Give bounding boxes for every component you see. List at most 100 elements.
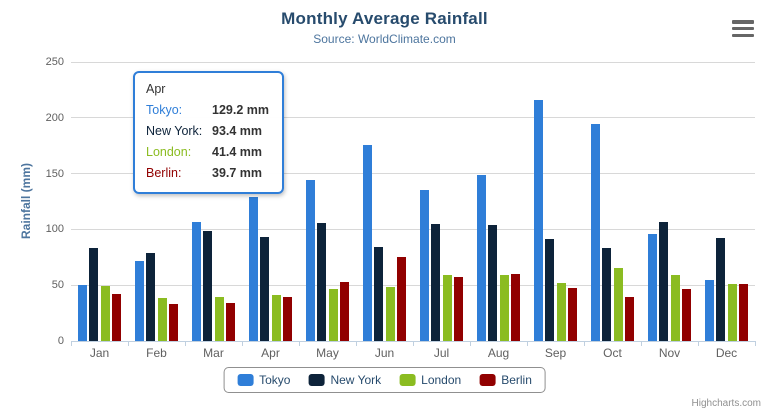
bar-london-mar[interactable] [214,297,224,341]
bar-london-may[interactable] [328,288,338,341]
bar-london-dec[interactable] [727,283,737,341]
tooltip-series-label: London: [146,145,192,159]
tooltip: Apr Tokyo: 129.2 mm New York: 93.4 mm London… [133,71,284,194]
bar-berlin-jul[interactable] [454,276,464,341]
menu-bar [732,26,754,31]
y-tick-label-250: 250 [45,56,64,68]
x-axis-tick [527,341,528,346]
x-tick-label-feb: Feb [146,346,167,360]
tooltip-series-value: 93.4 mm [212,124,263,138]
y-tick-label-200: 200 [45,111,64,124]
bar-tokyo-may[interactable] [305,180,315,341]
bar-new-york-sep[interactable] [545,239,555,341]
bar-new-york-apr[interactable] [260,236,270,341]
bar-london-oct[interactable] [613,268,623,341]
legend-label: Tokyo [259,373,291,387]
x-tick-label-sep: Sep [544,346,567,360]
bar-berlin-mar[interactable] [226,302,236,341]
legend-item-tokyo[interactable]: Tokyo [237,373,290,387]
legend: Tokyo New York London Berlin [223,367,546,393]
tooltip-series-label: Tokyo: [146,103,183,117]
bar-new-york-oct[interactable] [602,247,612,341]
grid-line-100 [71,228,755,230]
bar-berlin-oct[interactable] [625,297,635,341]
bar-london-nov[interactable] [670,274,680,341]
bar-london-sep[interactable] [556,282,566,341]
bar-berlin-feb[interactable] [169,303,179,341]
hamburger-menu-icon[interactable] [732,20,754,37]
bar-berlin-nov[interactable] [682,288,692,341]
bar-tokyo-oct[interactable] [590,124,600,341]
bar-tokyo-nov[interactable] [647,234,657,341]
legend-swatch-icon [237,374,254,386]
x-axis-tick [185,341,186,346]
x-tick-label-dec: Dec [715,346,738,360]
bar-tokyo-jan[interactable] [77,285,87,341]
tooltip-series-label: New York: [146,124,203,138]
legend-item-berlin[interactable]: Berlin [479,373,532,387]
x-axis-tick [128,341,129,346]
chart-title: Monthly Average Rainfall [281,9,488,28]
credits-link[interactable]: Highcharts.com [691,398,761,409]
x-axis-tick [641,341,642,346]
x-tick-label-aug: Aug [487,346,510,360]
legend-item-london[interactable]: London [399,373,461,387]
bar-london-jul[interactable] [442,275,452,341]
tooltip-row-tokyo: Tokyo: 129.2 mm [146,100,271,121]
bar-new-york-jul[interactable] [431,223,441,341]
tooltip-row-new-york: New York: 93.4 mm [146,121,271,142]
y-tick-label-50: 50 [51,279,64,292]
bar-berlin-sep[interactable] [568,287,578,341]
bar-tokyo-apr[interactable] [248,196,258,341]
legend-label: New York [330,373,382,387]
x-axis-tick [698,341,699,346]
x-tick-label-mar: Mar [203,346,224,360]
bar-new-york-may[interactable] [317,222,327,341]
bar-berlin-jan[interactable] [112,293,122,341]
bar-tokyo-feb[interactable] [134,261,144,341]
bar-tokyo-aug[interactable] [476,175,486,341]
bar-london-jun[interactable] [385,287,395,341]
bar-berlin-dec[interactable] [739,284,749,341]
bar-london-aug[interactable] [499,274,509,341]
bar-tokyo-jul[interactable] [419,189,429,341]
x-axis-tick [242,341,243,346]
x-axis-tick [71,341,72,346]
legend-label: Berlin [501,373,532,387]
bar-tokyo-sep[interactable] [533,99,543,341]
plot-area [71,61,756,346]
bar-berlin-jun[interactable] [397,256,407,341]
x-axis-tick [356,341,357,346]
legend-label: London [421,373,462,387]
bar-tokyo-dec[interactable] [704,280,714,341]
bar-new-york-mar[interactable] [203,231,213,341]
grid-line-250 [71,61,755,63]
y-tick-label-150: 150 [45,167,64,180]
bar-berlin-aug[interactable] [511,273,521,341]
x-tick-label-jan: Jan [89,346,110,360]
bar-new-york-aug[interactable] [488,224,498,341]
grid-line-150 [71,173,755,175]
bar-new-york-jun[interactable] [374,246,384,341]
x-tick-label-apr: Apr [261,346,280,360]
legend-item-new-york[interactable]: New York [308,373,381,387]
grid-line-50 [71,284,755,286]
bar-new-york-dec[interactable] [716,238,726,341]
bar-tokyo-jun[interactable] [362,144,372,341]
tooltip-row-berlin: Berlin: 39.7 mm [146,163,271,184]
x-axis-tick [413,341,414,346]
bar-berlin-apr[interactable] [283,296,293,341]
x-tick-label-may: May [316,346,339,360]
bar-london-jan[interactable] [100,286,110,341]
x-axis-tick [755,341,756,346]
bar-london-apr[interactable] [271,294,281,341]
x-tick-label-jun: Jun [374,346,395,360]
bar-berlin-may[interactable] [340,282,350,341]
bar-new-york-jan[interactable] [89,247,99,341]
bar-new-york-feb[interactable] [146,253,156,341]
bar-tokyo-mar[interactable] [191,222,201,341]
bar-new-york-nov[interactable] [659,222,669,341]
tooltip-series-value: 129.2 mm [212,103,269,117]
bar-london-feb[interactable] [157,297,167,341]
